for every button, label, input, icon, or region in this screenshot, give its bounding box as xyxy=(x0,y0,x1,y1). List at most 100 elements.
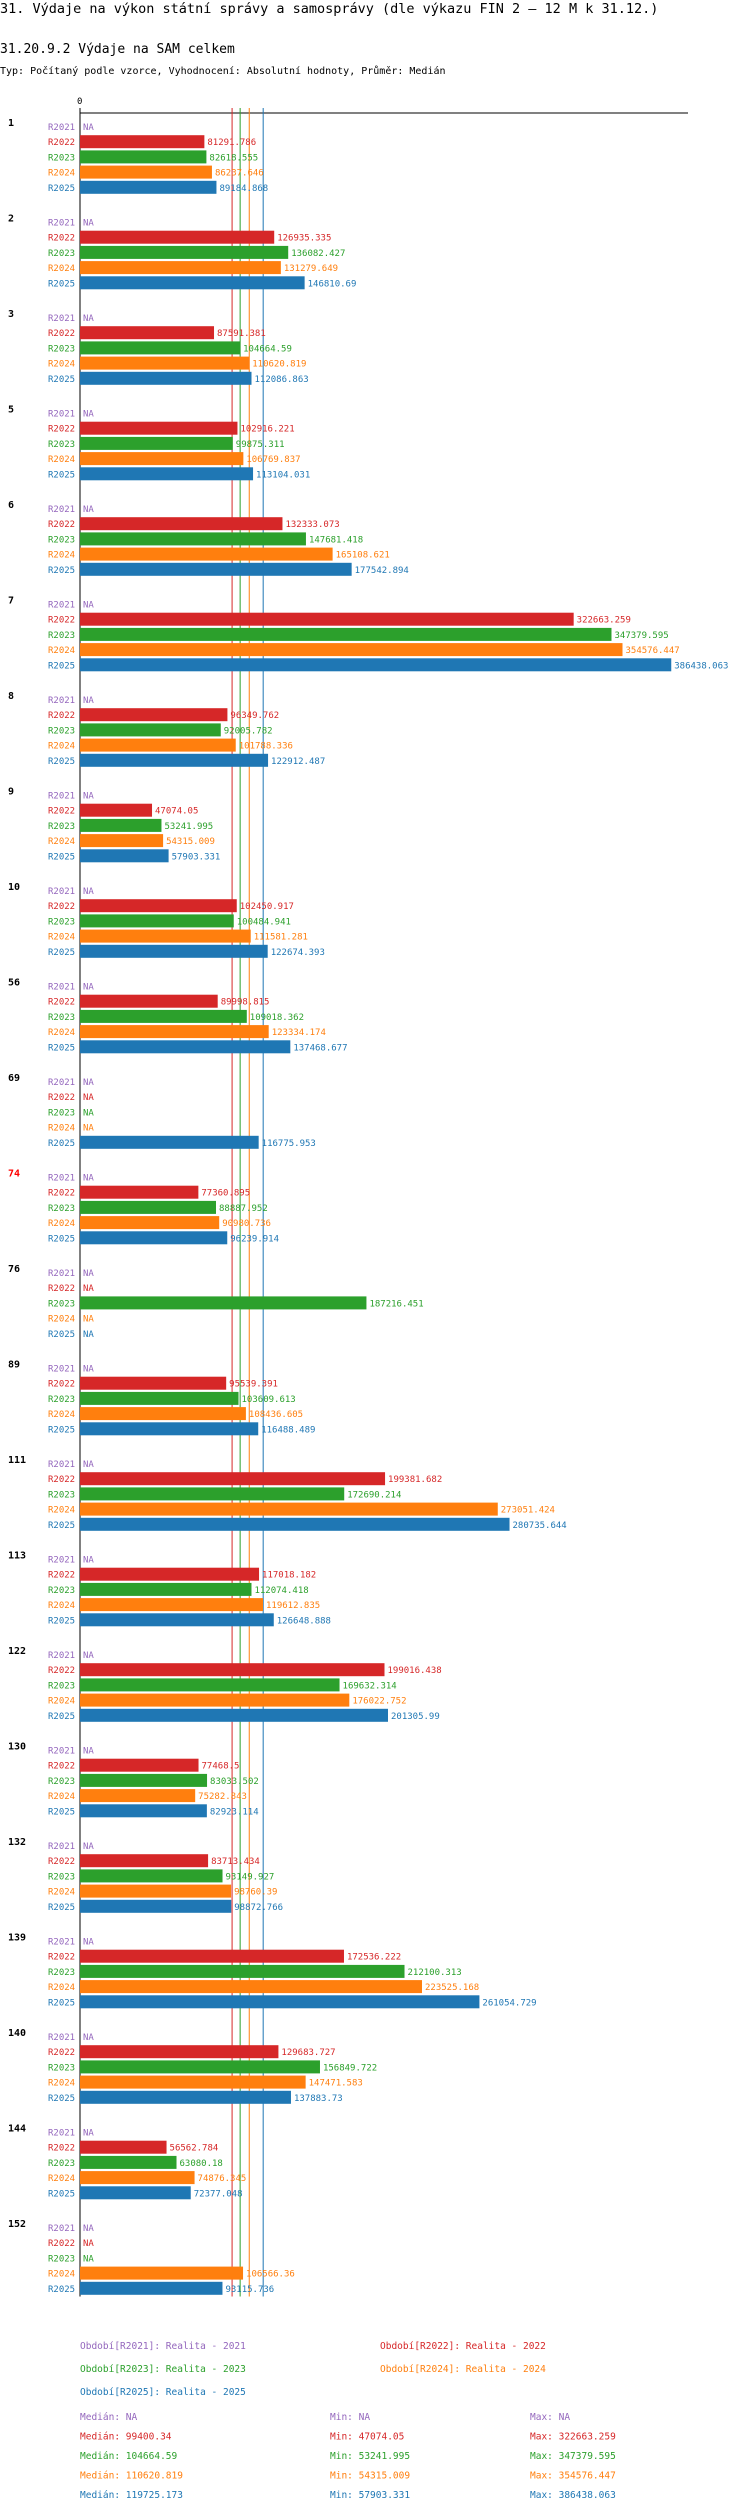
series-label: R2021 xyxy=(48,1460,75,1470)
series-label: R2024 xyxy=(48,646,75,656)
bar-r2022 xyxy=(80,1185,199,1199)
bar-value-label: 56562.784 xyxy=(170,2144,219,2154)
series-label: R2024 xyxy=(48,551,75,561)
series-label: R2023 xyxy=(48,917,75,927)
bar-value-label: 261054.729 xyxy=(482,1998,536,2008)
na-label: NA xyxy=(83,314,94,324)
bar-r2025 xyxy=(80,562,352,576)
bar-value-label: 104664.59 xyxy=(243,344,292,354)
stat-max: Max: 354576.447 xyxy=(530,2471,616,2482)
series-label: R2025 xyxy=(48,948,75,958)
series-label: R2024 xyxy=(48,2079,75,2089)
series-label: R2023 xyxy=(48,1586,75,1596)
bar-value-label: 90980.736 xyxy=(222,1219,271,1229)
group-label: 122 xyxy=(8,1646,26,1657)
group-label: 69 xyxy=(8,1073,20,1084)
series-label: R2022 xyxy=(48,1189,75,1199)
bar-r2022 xyxy=(80,517,283,531)
legend-item-r2021: Období[R2021]: Realita - 2021 xyxy=(80,2341,246,2352)
group-label: 111 xyxy=(8,1455,26,1466)
group-label: 56 xyxy=(8,978,20,989)
na-label: NA xyxy=(83,1938,94,1948)
bar-r2025 xyxy=(80,2186,191,2200)
axis-zero-label: 0 xyxy=(77,97,82,107)
na-label: NA xyxy=(83,696,94,706)
bar-value-label: 199016.438 xyxy=(387,1666,441,1676)
bar-value-label: 106566.36 xyxy=(246,2270,295,2280)
na-label: NA xyxy=(83,1842,94,1852)
series-label: R2022 xyxy=(48,1380,75,1390)
series-label: R2025 xyxy=(48,1330,75,1340)
bar-r2023 xyxy=(80,818,162,832)
series-label: R2023 xyxy=(48,249,75,259)
group-label: 10 xyxy=(8,882,20,893)
series-label: R2023 xyxy=(48,1490,75,1500)
bar-value-label: 98872.766 xyxy=(234,1903,283,1913)
series-label: R2025 xyxy=(48,757,75,767)
bar-r2024 xyxy=(80,1789,196,1803)
bar-r2023 xyxy=(80,914,234,928)
bar-value-label: 98760.39 xyxy=(234,1888,277,1898)
bar-value-label: 146810.69 xyxy=(308,279,357,289)
group-label: 8 xyxy=(8,691,14,702)
bar-value-label: 53241.995 xyxy=(164,822,213,832)
chart-subtitle: 31.20.9.2 Výdaje na SAM celkem xyxy=(0,42,235,57)
bar-value-label: 57903.331 xyxy=(172,852,221,862)
series-label: R2022 xyxy=(48,2048,75,2058)
series-label: R2021 xyxy=(48,410,75,420)
bar-value-label: 117018.182 xyxy=(262,1571,316,1581)
bar-r2022 xyxy=(80,2045,279,2059)
bar-r2023 xyxy=(80,2060,320,2074)
series-label: R2025 xyxy=(48,470,75,480)
series-label: R2025 xyxy=(48,1425,75,1435)
series-label: R2021 xyxy=(48,1365,75,1375)
na-label: NA xyxy=(83,1078,94,1088)
bar-r2022 xyxy=(80,1949,344,1963)
bar-value-label: 47074.05 xyxy=(155,807,198,817)
bar-r2025 xyxy=(80,1231,228,1245)
na-label: NA xyxy=(83,1174,94,1184)
series-label: R2023 xyxy=(48,1777,75,1787)
na-label: NA xyxy=(83,410,94,420)
bar-value-label: 110620.819 xyxy=(252,360,306,370)
bar-value-label: 109018.362 xyxy=(250,1013,304,1023)
bar-r2024 xyxy=(80,2171,195,2185)
series-label: R2023 xyxy=(48,2254,75,2264)
series-label: R2022 xyxy=(48,1953,75,1963)
series-label: R2021 xyxy=(48,983,75,993)
series-label: R2021 xyxy=(48,1269,75,1279)
bar-r2024 xyxy=(80,547,333,561)
bar-value-label: 280735.644 xyxy=(513,1521,567,1531)
series-label: R2025 xyxy=(48,1807,75,1817)
bar-r2022 xyxy=(80,1376,227,1390)
na-label: NA xyxy=(83,601,94,611)
series-label: R2021 xyxy=(48,792,75,802)
bar-r2025 xyxy=(80,467,254,481)
series-label: R2022 xyxy=(48,520,75,530)
series-label: R2022 xyxy=(48,1666,75,1676)
bar-value-label: 147681.418 xyxy=(309,535,363,545)
series-label: R2025 xyxy=(48,2189,75,2199)
series-label: R2024 xyxy=(48,360,75,370)
bar-value-label: 75282.843 xyxy=(198,1792,247,1802)
stat-max: Max: 322663.259 xyxy=(530,2432,616,2443)
bar-r2025 xyxy=(80,1995,480,2009)
stat-max: Max: 347379.595 xyxy=(530,2451,616,2462)
series-label: R2024 xyxy=(48,1697,75,1707)
bar-r2023 xyxy=(80,341,241,355)
bar-r2025 xyxy=(80,371,252,385)
na-label: NA xyxy=(83,1651,94,1661)
bar-r2023 xyxy=(80,1200,216,1214)
group-label: 9 xyxy=(8,787,14,798)
stat-max: Max: 386438.063 xyxy=(530,2490,616,2501)
bar-r2022 xyxy=(80,612,574,626)
series-label: R2023 xyxy=(48,344,75,354)
bar-value-label: 77468.5 xyxy=(202,1762,240,1772)
series-label: R2023 xyxy=(48,2063,75,2073)
bar-value-label: 126935.335 xyxy=(277,234,331,244)
bar-r2023 xyxy=(80,723,221,737)
series-label: R2023 xyxy=(48,153,75,163)
group-label: 7 xyxy=(8,596,14,607)
bar-value-label: 176022.752 xyxy=(352,1697,406,1707)
series-label: R2022 xyxy=(48,234,75,244)
